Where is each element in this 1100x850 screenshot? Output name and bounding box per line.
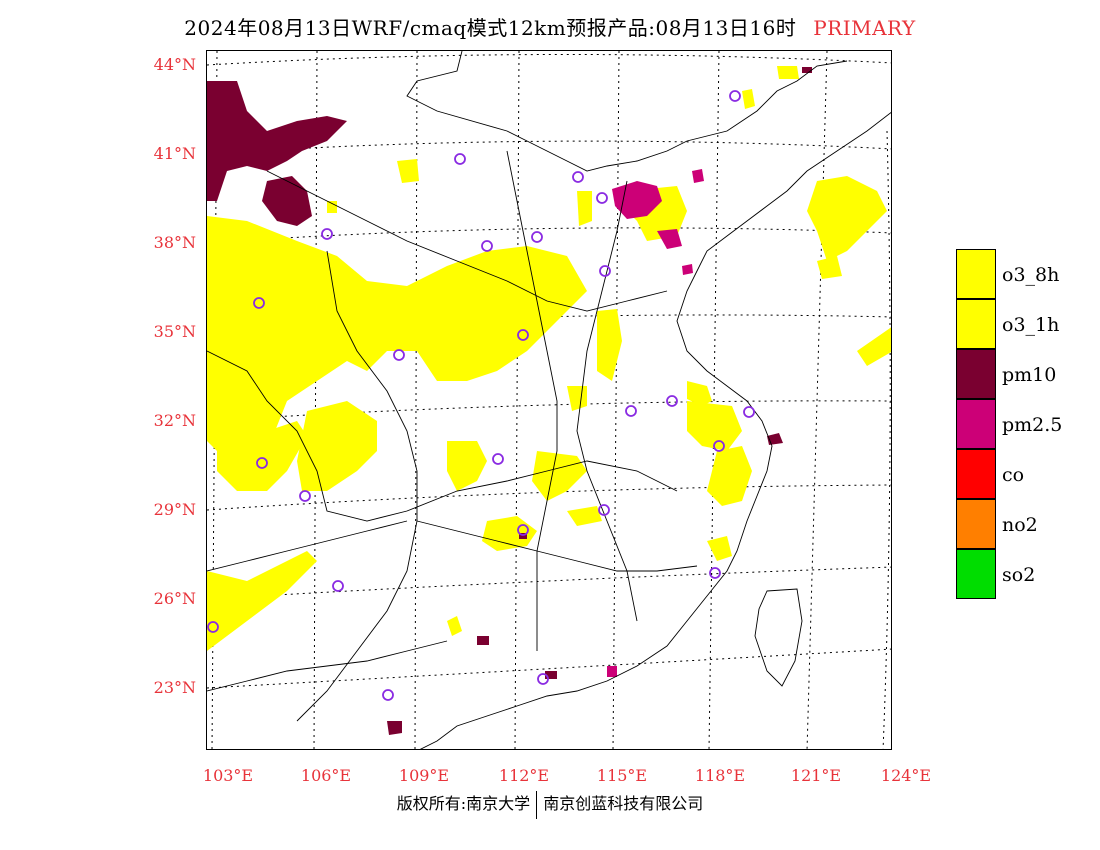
legend-swatch-pm10 xyxy=(956,349,996,399)
lat-label-41n: 41°N xyxy=(153,144,196,163)
map-panel[interactable] xyxy=(206,50,892,750)
legend-label-co: co xyxy=(1002,464,1025,486)
legend-label-pm25: pm2.5 xyxy=(1002,414,1063,436)
map-title: 2024年08月13日WRF/cmaq模式12km预报产品:08月13日16时 … xyxy=(0,12,1100,41)
lon-label-103e: 103°E xyxy=(202,766,254,785)
lon-label-106e: 106°E xyxy=(300,766,352,785)
lon-label-118e: 118°E xyxy=(694,766,746,785)
legend-swatch-pm25 xyxy=(956,399,996,449)
copyright-owner: 版权所有:南京大学 xyxy=(396,794,531,813)
legend-label-no2: no2 xyxy=(1002,514,1038,536)
lon-label-115e: 115°E xyxy=(596,766,648,785)
legend-swatch-no2 xyxy=(956,499,996,549)
lat-label-23n: 23°N xyxy=(153,678,196,697)
pm25-areas xyxy=(607,169,704,677)
legend-swatch-so2 xyxy=(956,549,996,599)
lon-label-109e: 109°E xyxy=(398,766,450,785)
lon-label-112e: 112°E xyxy=(498,766,550,785)
legend-swatch-o3-8h xyxy=(956,249,996,299)
lat-label-32n: 32°N xyxy=(153,411,196,430)
copyright-company: 南京创蓝科技有限公司 xyxy=(543,794,704,813)
lat-label-29n: 29°N xyxy=(153,500,196,519)
graticule xyxy=(207,51,891,749)
o3-areas xyxy=(207,66,891,651)
boundaries xyxy=(207,51,891,749)
lon-label-121e: 121°E xyxy=(790,766,842,785)
footer-separator xyxy=(536,790,538,819)
legend-label-pm10: pm10 xyxy=(1002,364,1057,386)
pm10-areas xyxy=(207,67,812,735)
map-svg xyxy=(207,51,891,749)
lat-label-38n: 38°N xyxy=(153,233,196,252)
primary-tag: PRIMARY xyxy=(813,16,916,40)
legend-label-o3-1h: o3_1h xyxy=(1002,314,1060,336)
legend-label-o3-8h: o3_8h xyxy=(1002,264,1060,286)
legend-label-so2: so2 xyxy=(1002,564,1036,586)
lat-label-26n: 26°N xyxy=(153,589,196,608)
legend-swatch-co xyxy=(956,449,996,499)
station-circles xyxy=(207,90,755,701)
lon-label-124e: 124°E xyxy=(880,766,932,785)
lat-label-44n: 44°N xyxy=(153,55,196,74)
map-title-text: 2024年08月13日WRF/cmaq模式12km预报产品:08月13日16时 xyxy=(184,16,797,40)
legend-swatch-o3-1h xyxy=(956,299,996,349)
lat-label-35n: 35°N xyxy=(153,322,196,341)
copyright-footer: 版权所有:南京大学 南京创蓝科技有限公司 xyxy=(0,790,1100,819)
